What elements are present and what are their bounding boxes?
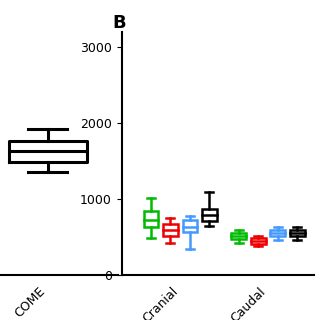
Bar bbox=[144, 211, 158, 227]
Bar bbox=[231, 233, 246, 239]
Bar bbox=[270, 230, 285, 236]
Bar bbox=[163, 223, 178, 236]
Bar bbox=[202, 209, 217, 221]
Bar bbox=[251, 238, 266, 244]
Bar bbox=[183, 220, 197, 232]
Text: B: B bbox=[112, 14, 126, 32]
Bar bbox=[290, 230, 305, 236]
